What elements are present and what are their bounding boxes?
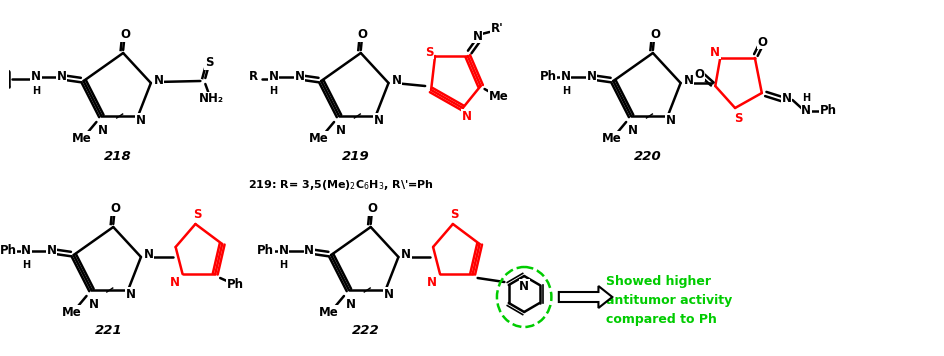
Text: N: N	[304, 245, 314, 257]
Text: N: N	[401, 248, 411, 262]
Text: N: N	[586, 70, 596, 84]
Text: H: H	[32, 86, 40, 96]
Text: N: N	[278, 245, 288, 257]
Text: Me: Me	[319, 305, 339, 319]
Text: N: N	[268, 70, 278, 84]
Text: N: N	[391, 74, 401, 88]
Text: N: N	[781, 91, 791, 105]
Text: N: N	[801, 105, 811, 117]
Text: Me: Me	[488, 89, 508, 103]
Text: O: O	[757, 36, 767, 48]
Text: S: S	[425, 46, 433, 58]
Text: Ph: Ph	[227, 277, 244, 290]
Text: R': R'	[491, 21, 503, 35]
Text: O: O	[120, 28, 130, 42]
Text: N: N	[136, 114, 145, 126]
Text: N: N	[295, 70, 304, 84]
Text: H: H	[561, 86, 569, 96]
Text: N: N	[21, 245, 31, 257]
Text: N: N	[336, 124, 346, 136]
Text: Me: Me	[61, 305, 81, 319]
Text: H: H	[801, 93, 810, 103]
Text: H: H	[279, 260, 287, 270]
Text: N: N	[47, 245, 57, 257]
Text: Ph: Ph	[818, 105, 835, 117]
Text: N: N	[126, 288, 136, 300]
Text: S: S	[450, 208, 459, 220]
Text: S: S	[205, 57, 213, 69]
Text: N: N	[472, 30, 482, 42]
Text: N: N	[383, 288, 393, 300]
Text: Ph: Ph	[257, 245, 274, 257]
Text: NH₂: NH₂	[198, 93, 224, 105]
Text: 222: 222	[351, 324, 379, 336]
Text: O: O	[694, 68, 703, 80]
Text: N: N	[89, 298, 98, 310]
Text: N: N	[710, 46, 719, 58]
Text: Me: Me	[309, 131, 329, 145]
Text: O: O	[649, 28, 659, 42]
Text: R: R	[249, 70, 258, 84]
FancyArrow shape	[558, 286, 612, 308]
Text: 220: 220	[633, 150, 661, 162]
Text: H: H	[22, 260, 30, 270]
Text: N: N	[346, 298, 356, 310]
Text: Ph: Ph	[0, 245, 17, 257]
Text: N: N	[427, 276, 437, 288]
Text: Me: Me	[600, 131, 620, 145]
Text: 219: R= 3,5(Me)$_2$C$_6$H$_3$, R\'=Ph: 219: R= 3,5(Me)$_2$C$_6$H$_3$, R\'=Ph	[247, 178, 433, 192]
Text: N: N	[154, 74, 163, 88]
Text: N: N	[628, 124, 637, 136]
Text: Me: Me	[72, 131, 92, 145]
Text: Showed higher
antitumor activity
compared to Ph: Showed higher antitumor activity compare…	[606, 275, 732, 326]
Text: N: N	[665, 114, 675, 126]
Text: O: O	[110, 203, 120, 215]
Text: 221: 221	[94, 324, 122, 336]
Text: N: N	[683, 74, 693, 88]
Text: Ph: Ph	[539, 70, 556, 84]
Text: N: N	[57, 70, 67, 84]
Text: O: O	[358, 28, 367, 42]
Text: N: N	[31, 70, 41, 84]
Text: 218: 218	[104, 150, 132, 162]
Text: N: N	[170, 276, 179, 288]
Text: N: N	[518, 279, 529, 293]
Text: S: S	[193, 208, 201, 220]
Text: N: N	[462, 110, 471, 122]
Text: N: N	[143, 248, 154, 262]
Text: N: N	[98, 124, 109, 136]
Text: O: O	[367, 203, 378, 215]
Text: S: S	[733, 111, 742, 125]
Text: N: N	[560, 70, 570, 84]
Text: 219: 219	[342, 150, 369, 162]
Text: H: H	[269, 86, 278, 96]
Text: N: N	[373, 114, 383, 126]
